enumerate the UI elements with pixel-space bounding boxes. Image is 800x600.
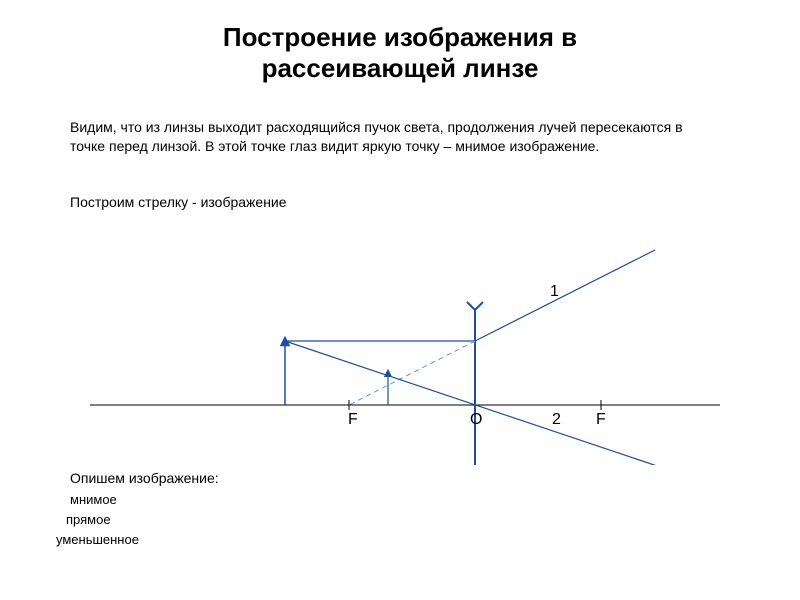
label-ray-1: 1 bbox=[550, 283, 559, 301]
title-line-1: Построение изображения в bbox=[223, 22, 577, 52]
image-prop-3: уменьшенное bbox=[56, 532, 139, 547]
diagram-svg bbox=[90, 225, 720, 465]
label-O: O bbox=[470, 411, 482, 429]
lens-diagram: F O F 1 2 bbox=[90, 225, 720, 465]
page-title: Построение изображения в рассеивающей ли… bbox=[0, 0, 800, 84]
title-line-2: рассеивающей линзе bbox=[262, 53, 539, 83]
paragraph-2: Построим стрелку - изображение bbox=[70, 193, 470, 212]
image-prop-1: мнимое bbox=[70, 492, 117, 507]
label-F-left: F bbox=[348, 411, 358, 429]
image-prop-2: прямое bbox=[66, 512, 111, 527]
label-ray-2: 2 bbox=[552, 411, 561, 429]
label-F-right: F bbox=[596, 411, 606, 429]
paragraph-1: Видим, что из линзы выходит расходящийся… bbox=[70, 118, 690, 156]
image-description-heading: Опишем изображение: bbox=[70, 470, 219, 486]
